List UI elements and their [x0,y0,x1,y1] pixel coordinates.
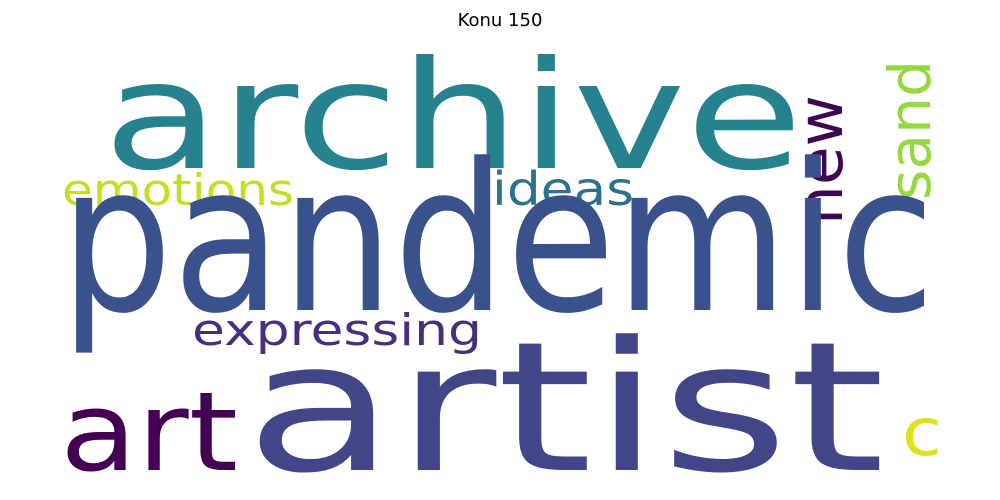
word-sand: sand [876,60,944,200]
word-expressing: expressing [192,305,482,356]
word-emotions: emotions [62,165,294,216]
word-new: new [784,95,857,225]
word-art: art [60,368,238,496]
figure-title: Konu 150 [457,10,543,31]
word-ideas: ideas [492,162,634,216]
word-pandemic: pandemic [60,121,935,359]
word-artist: artist [245,304,885,500]
word-archive: archive [103,30,803,204]
word-c: c [902,394,942,471]
